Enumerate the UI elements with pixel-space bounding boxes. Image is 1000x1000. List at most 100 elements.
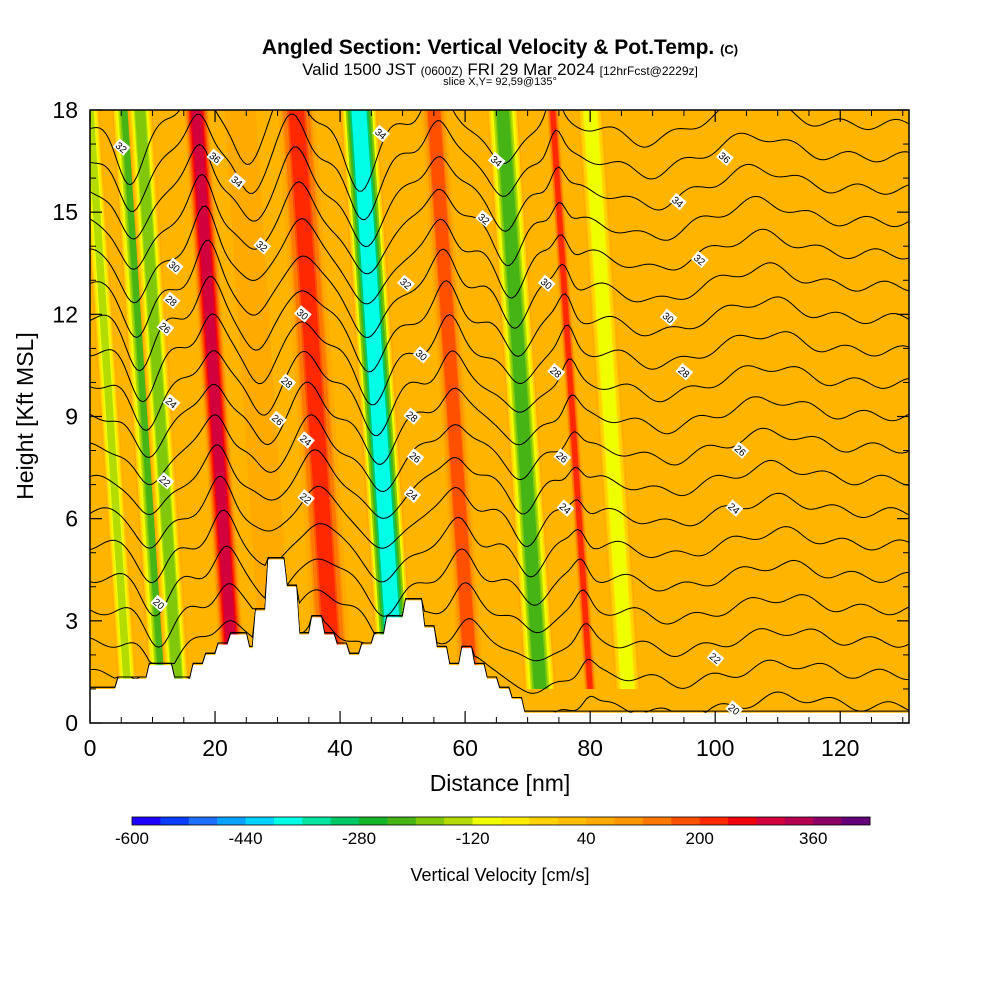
velocity-band — [277, 110, 353, 689]
isentrope-33 — [90, 205, 909, 305]
y-tick-label: 0 — [65, 710, 78, 736]
isentrope-24 — [90, 509, 909, 584]
contour-label-bg — [675, 363, 694, 381]
contour-label-bg — [669, 192, 687, 211]
colorbar: -600 -440 -280 -120 40 200 360 — [115, 816, 871, 848]
colorbar-swatch — [501, 817, 530, 825]
contour-label-bg — [156, 472, 175, 490]
colorbar-tick-label: 40 — [577, 829, 596, 848]
velocity-band-layer — [496, 110, 547, 689]
colorbar-swatch — [557, 817, 587, 825]
colorbar-label: Vertical Velocity [cm/s] — [410, 865, 589, 885]
colorbar-swatch — [728, 817, 757, 825]
x-tick-label: 120 — [821, 735, 859, 761]
colorbar-swatch — [415, 817, 445, 825]
contour-label-bg — [725, 499, 744, 517]
colorbar-swatch — [841, 817, 871, 825]
colorbar-swatch — [188, 817, 218, 825]
colorbar-swatch — [387, 817, 417, 825]
colorbar-swatch — [699, 817, 729, 825]
contour-label-bg — [715, 148, 734, 167]
colorbar-tick-label: 360 — [799, 829, 827, 848]
colorbar-swatch — [614, 817, 644, 825]
colorbar-swatch — [756, 817, 786, 825]
colorbar-swatch — [160, 817, 190, 825]
colorbar-swatch — [132, 817, 161, 825]
isentrope-34 — [90, 173, 909, 275]
y-tick-label: 9 — [65, 404, 78, 430]
isentrope-29 — [90, 350, 909, 437]
colorbar-swatch — [784, 817, 814, 825]
chart-title: Angled Section: Vertical Velocity & Pot.… — [0, 36, 1000, 60]
terrain-mask — [90, 559, 909, 723]
contour-label-bg — [297, 489, 315, 507]
contour-label-bg — [397, 274, 415, 293]
contour-label-bg — [156, 318, 175, 337]
colorbar-swatch — [586, 817, 616, 825]
isentrope-36 — [90, 113, 909, 220]
colorbar-tick-label: -280 — [342, 829, 376, 848]
velocity-band-layer — [585, 110, 633, 689]
velocity-band — [183, 110, 247, 689]
colorbar-swatch — [330, 817, 360, 825]
isentrope-26 — [90, 444, 909, 519]
colorbar-swatch — [359, 817, 388, 825]
isentrope-27 — [90, 414, 909, 492]
colorbar-swatch — [444, 817, 474, 825]
isentrope-28 — [90, 381, 909, 465]
contour-label-bg — [406, 448, 425, 466]
colorbar-swatch — [813, 817, 843, 825]
y-tick-label: 18 — [52, 97, 78, 123]
title-tag: (C) — [720, 42, 739, 57]
colorbar-swatch — [529, 817, 559, 825]
velocity-band-layer — [233, 110, 284, 689]
isentrope-20 — [90, 557, 909, 694]
x-tick-label: 100 — [696, 735, 734, 761]
colorbar-tick-label: -440 — [229, 829, 263, 848]
velocity-band-layer — [191, 110, 239, 689]
potential-temperature-contours — [90, 110, 909, 713]
y-tick-label: 15 — [52, 199, 78, 225]
isentrope-32 — [90, 239, 909, 339]
isentrope-30 — [90, 313, 909, 406]
contour-label-bg — [403, 407, 422, 425]
contour-label-bg — [475, 209, 494, 228]
valid-date: FRI 29 Mar 2024 — [467, 60, 595, 79]
contour-label-bg — [706, 649, 725, 667]
contour-label-bg — [253, 237, 272, 255]
isentrope-31 — [90, 275, 909, 373]
contour-label-bg — [228, 172, 247, 190]
contour-label-bg — [659, 308, 678, 327]
colorbar-swatch — [245, 817, 275, 825]
isentrope-25 — [90, 475, 909, 549]
velocity-band — [224, 110, 294, 689]
contour-label-bg — [537, 274, 556, 293]
velocity-band-layer — [90, 110, 132, 689]
y-tick-label: 6 — [65, 506, 78, 532]
valid-utc: (0600Z) — [420, 64, 463, 78]
contour-label-bg — [731, 441, 750, 459]
colorbar-swatch — [671, 817, 701, 825]
contour-label-bg — [725, 700, 744, 718]
velocity-band — [577, 110, 641, 689]
colorbar-tick-label: 200 — [686, 829, 714, 848]
x-tick-label: 60 — [452, 735, 478, 761]
y-axis-label: Height [Kft MSL] — [12, 332, 38, 499]
contour-label-bg — [487, 151, 506, 170]
colorbar-swatch — [472, 817, 502, 825]
velocity-band — [486, 110, 556, 689]
velocity-band-layer — [428, 110, 477, 689]
contour-label-bg — [150, 594, 168, 613]
forecast-info: [12hrFcst@2229z] — [599, 64, 698, 78]
valid-time: Valid 1500 JST (0600Z) FRI 29 Mar 2024 [… — [0, 60, 1000, 80]
slice-info: slice X,Y= 92,59@135° — [443, 76, 557, 88]
colorbar-swatch — [642, 817, 672, 825]
isentrope-23 — [90, 545, 909, 617]
contour-label-bg — [293, 305, 312, 323]
x-axis-label: Distance [nm] — [430, 770, 571, 796]
x-tick-label: 20 — [202, 735, 228, 761]
colorbar-swatch — [273, 817, 303, 825]
velocity-band — [546, 110, 597, 689]
y-tick-label: 3 — [65, 608, 78, 634]
